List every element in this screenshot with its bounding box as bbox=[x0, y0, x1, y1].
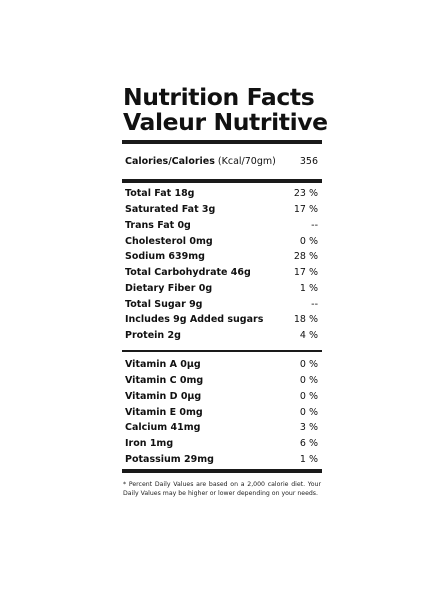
vitamin-dv: 0 % bbox=[299, 406, 318, 418]
calories-value: 356 bbox=[299, 155, 318, 167]
vitamin-row: Iron 1mg 6 % bbox=[125, 436, 318, 452]
divider-bottom bbox=[122, 469, 322, 473]
divider-top bbox=[122, 140, 322, 144]
nutrient-row: Sodium 639mg 28 % bbox=[125, 249, 318, 265]
calories-label: Calories/Calories bbox=[125, 155, 215, 167]
vitamin-dv: 3 % bbox=[299, 422, 318, 434]
nutrient-row: Includes 9g Added sugars 18 % bbox=[125, 312, 318, 328]
vitamin-dv: 0 % bbox=[299, 375, 318, 387]
nutrient-row: Total Carbohydrate 46g 17 % bbox=[125, 265, 318, 281]
vitamin-name: Potassium 29mg bbox=[125, 453, 214, 465]
nutrient-dv: 18 % bbox=[293, 314, 318, 326]
title-french: Valeur Nutritive bbox=[123, 108, 328, 136]
nutrient-dv: 1 % bbox=[299, 282, 318, 294]
nutrient-name: Protein 2g bbox=[125, 330, 181, 342]
divider-vitamins bbox=[122, 350, 322, 352]
vitamin-row: Calcium 41mg 3 % bbox=[125, 420, 318, 436]
calories-label-group: Calories/Calories (Kcal/70gm) bbox=[125, 156, 276, 167]
vitamin-row: Potassium 29mg 1 % bbox=[125, 452, 318, 468]
vitamin-name: Vitamin C 0mg bbox=[125, 375, 204, 387]
nutrient-name: Trans Fat 0g bbox=[125, 219, 191, 231]
vitamin-dv: 0 % bbox=[299, 359, 318, 371]
vitamin-row: Vitamin A 0µg 0 % bbox=[125, 357, 318, 373]
nutrient-name: Saturated Fat 3g bbox=[125, 204, 216, 216]
nutrient-dv: 23 % bbox=[293, 188, 318, 200]
vitamin-name: Vitamin E 0mg bbox=[125, 406, 203, 418]
nutrient-name: Includes 9g Added sugars bbox=[125, 314, 264, 326]
vitamin-dv: 0 % bbox=[299, 390, 318, 402]
nutrient-dv: 4 % bbox=[299, 330, 318, 342]
vitamin-row: Vitamin D 0µg 0 % bbox=[125, 389, 318, 405]
nutrient-dv: -- bbox=[311, 298, 318, 310]
vitamin-name: Calcium 41mg bbox=[125, 422, 201, 434]
calories-row: Calories/Calories (Kcal/70gm) 356 bbox=[125, 152, 318, 170]
nutrient-name: Total Sugar 9g bbox=[125, 298, 203, 310]
nutrient-dv: 17 % bbox=[293, 204, 318, 216]
nutrient-name: Sodium 639mg bbox=[125, 251, 205, 263]
nutrient-row: Total Fat 18g 23 % bbox=[125, 186, 318, 202]
vitamin-list: Vitamin A 0µg 0 % Vitamin C 0mg 0 % Vitami… bbox=[125, 357, 318, 467]
nutrient-row: Dietary Fiber 0g 1 % bbox=[125, 281, 318, 297]
nutrient-row: Total Sugar 9g -- bbox=[125, 296, 318, 312]
nutrient-row: Saturated Fat 3g 17 % bbox=[125, 202, 318, 218]
nutrient-dv: 28 % bbox=[293, 251, 318, 263]
vitamin-dv: 6 % bbox=[299, 438, 318, 450]
vitamin-name: Vitamin D 0µg bbox=[125, 390, 202, 402]
vitamin-name: Iron 1mg bbox=[125, 438, 174, 450]
nutrient-dv: 17 % bbox=[293, 267, 318, 279]
nutrient-row: Protein 2g 4 % bbox=[125, 328, 318, 344]
calories-unit: (Kcal/70gm) bbox=[217, 155, 276, 167]
nutrient-name: Total Fat 18g bbox=[125, 188, 195, 200]
daily-value-footnote: * Percent Daily Values are based on a 2,… bbox=[123, 481, 321, 497]
nutrient-name: Dietary Fiber 0g bbox=[125, 282, 213, 294]
nutrient-dv: 0 % bbox=[299, 235, 318, 247]
divider-calories bbox=[122, 179, 322, 183]
nutrient-row: Cholesterol 0mg 0 % bbox=[125, 233, 318, 249]
nutrient-list: Total Fat 18g 23 % Saturated Fat 3g 17 % T… bbox=[125, 186, 318, 344]
vitamin-name: Vitamin A 0µg bbox=[125, 359, 201, 371]
nutrient-name: Cholesterol 0mg bbox=[125, 235, 213, 247]
vitamin-row: Vitamin E 0mg 0 % bbox=[125, 404, 318, 420]
vitamin-dv: 1 % bbox=[299, 453, 318, 465]
nutrient-name: Total Carbohydrate 46g bbox=[125, 267, 251, 279]
nutrient-row: Trans Fat 0g -- bbox=[125, 218, 318, 234]
title-english: Nutrition Facts bbox=[123, 83, 315, 111]
vitamin-row: Vitamin C 0mg 0 % bbox=[125, 373, 318, 389]
nutrient-dv: -- bbox=[311, 219, 318, 231]
